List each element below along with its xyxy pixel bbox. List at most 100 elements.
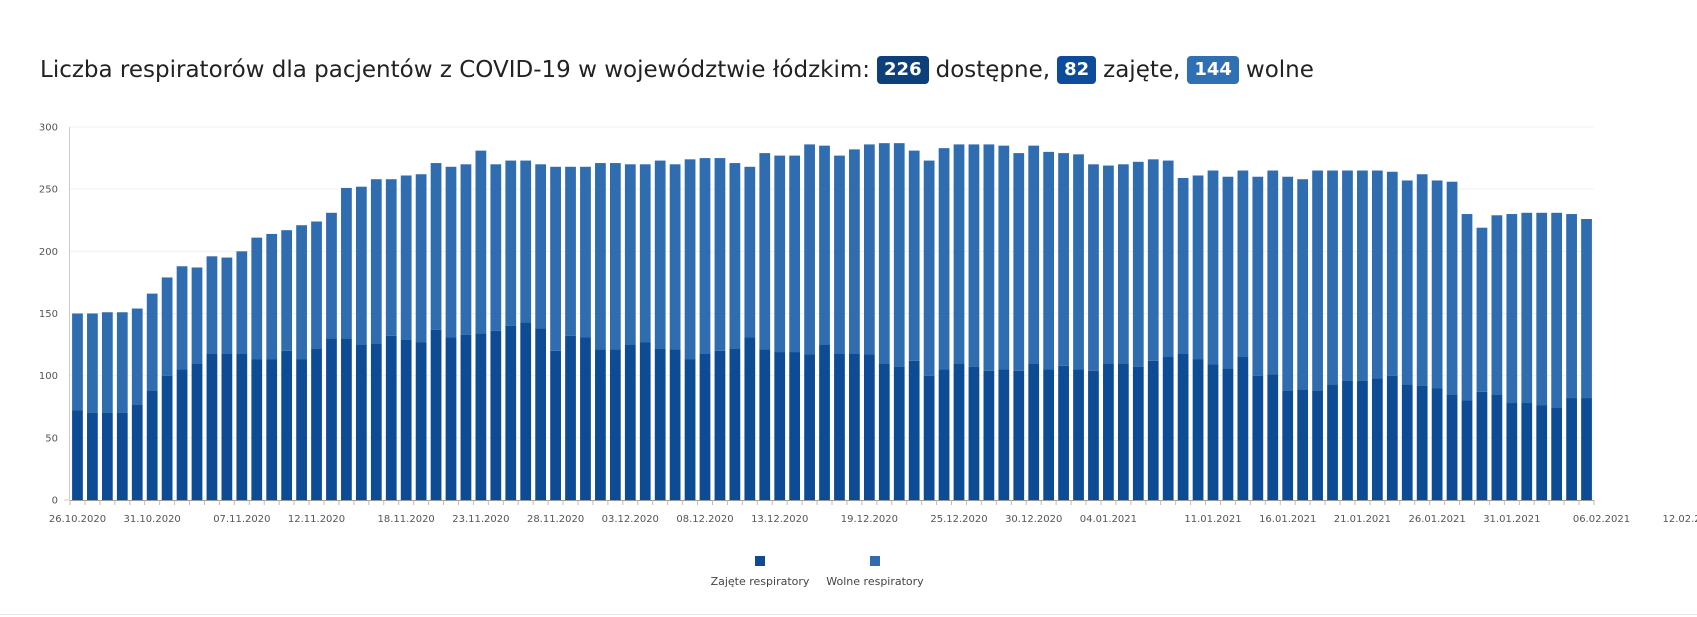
bar-free — [236, 251, 248, 354]
x-tick-label: 11.01.2021 — [1184, 514, 1241, 525]
bar-occupied — [968, 366, 980, 500]
bar-free — [968, 144, 980, 367]
bar-free — [1581, 219, 1592, 399]
bar-free — [296, 225, 307, 360]
bar-occupied — [789, 352, 801, 500]
bar-occupied — [893, 366, 905, 500]
free-label: wolne — [1245, 57, 1314, 83]
bar-free — [1192, 175, 1204, 360]
bar-free — [400, 175, 412, 340]
bar-free — [520, 160, 532, 323]
bar-occupied — [1252, 375, 1264, 500]
y-tick-label: 50 — [45, 433, 58, 444]
bar-occupied — [1282, 390, 1294, 500]
bar-free — [535, 164, 547, 329]
bar-occupied — [908, 360, 920, 500]
bar-free — [355, 186, 367, 345]
bar-occupied — [266, 359, 278, 500]
y-tick-label: 300 — [39, 123, 58, 134]
bar-free — [1431, 180, 1443, 389]
legend-label-occupied: Zajęte respiratory — [711, 575, 810, 588]
y-tick-label: 0 — [52, 496, 58, 507]
bar-occupied — [1103, 363, 1114, 500]
bar-free — [595, 163, 606, 350]
bar-occupied — [146, 390, 158, 500]
bar-occupied — [714, 350, 726, 500]
bar-occupied — [1521, 403, 1533, 500]
bar-occupied — [938, 369, 950, 500]
bar-free — [505, 160, 517, 326]
stacked-bar-chart: 0 50 100 150 200 250 300 26.10.2020 31.10.2020 07… — [39, 123, 1697, 589]
bar-occupied — [1043, 369, 1055, 500]
bar-free — [565, 166, 576, 336]
bar-occupied — [296, 359, 307, 500]
bar-free — [1252, 176, 1264, 376]
x-tick-label: 26.10.2020 — [49, 514, 106, 525]
bar-occupied — [863, 354, 875, 500]
bar-occupied — [400, 339, 412, 500]
x-tick-label: 28.11.2020 — [527, 514, 584, 525]
bar-free — [1043, 151, 1055, 370]
bar-occupied — [385, 335, 397, 500]
bar-occupied — [923, 375, 935, 500]
bar-free — [1551, 212, 1563, 408]
x-tick-label: 12.02.2021 — [1662, 514, 1697, 525]
bar-free — [1162, 160, 1174, 358]
bar-free — [1132, 161, 1144, 367]
x-tick-label: 26.01.2021 — [1408, 514, 1465, 525]
bar-occupied — [460, 334, 472, 500]
bar-free — [1491, 215, 1503, 395]
bar-free — [1342, 170, 1353, 381]
bar-free — [1416, 174, 1428, 386]
bar-occupied — [445, 337, 457, 500]
bar-free — [311, 221, 322, 349]
bar-occupied — [819, 344, 830, 500]
bar-free — [729, 163, 741, 349]
bar-free — [1386, 171, 1398, 376]
bar-free — [624, 164, 636, 345]
bar-free — [176, 266, 188, 370]
bar-occupied — [311, 348, 322, 500]
bar-occupied — [191, 363, 203, 500]
bar-occupied — [101, 412, 113, 500]
bar-free — [1177, 177, 1189, 354]
bar-free — [1521, 212, 1533, 404]
bar-free — [699, 158, 711, 354]
bar-free — [1371, 170, 1383, 379]
bar-occupied — [72, 410, 83, 500]
bar-occupied — [580, 337, 591, 500]
bar-free — [893, 143, 905, 367]
bar-occupied — [729, 348, 741, 500]
occupied-label: zajęte, — [1103, 57, 1181, 83]
bar-occupied — [370, 343, 382, 500]
bar-free — [281, 230, 293, 351]
bar-occupied — [1192, 359, 1204, 500]
bar-occupied — [1132, 366, 1144, 500]
x-tick-label: 13.12.2020 — [751, 514, 808, 525]
bar-occupied — [1073, 369, 1084, 500]
bar-free — [1327, 170, 1338, 385]
bar-occupied — [1028, 363, 1040, 500]
bar-free — [341, 187, 352, 339]
bar-occupied — [565, 335, 576, 500]
bar-free — [475, 150, 487, 334]
bar-free — [714, 158, 726, 351]
bar-free — [1566, 214, 1577, 399]
bar-occupied — [1088, 370, 1099, 500]
bar-occupied — [430, 329, 442, 500]
bar-free — [834, 155, 845, 354]
bar-free — [938, 148, 950, 370]
bar-free — [1282, 176, 1294, 391]
x-tick-label: 31.10.2020 — [124, 514, 181, 525]
bar-occupied — [281, 350, 293, 500]
bar-occupied — [415, 342, 427, 500]
bar-occupied — [161, 375, 173, 500]
bar-occupied — [221, 353, 233, 500]
bar-free — [1401, 180, 1413, 385]
bar-occupied — [774, 352, 786, 500]
bar-free — [953, 144, 965, 364]
bar-occupied — [1371, 378, 1383, 500]
bar-free — [72, 313, 83, 411]
bar-free — [385, 179, 397, 336]
bar-free — [1028, 145, 1040, 364]
